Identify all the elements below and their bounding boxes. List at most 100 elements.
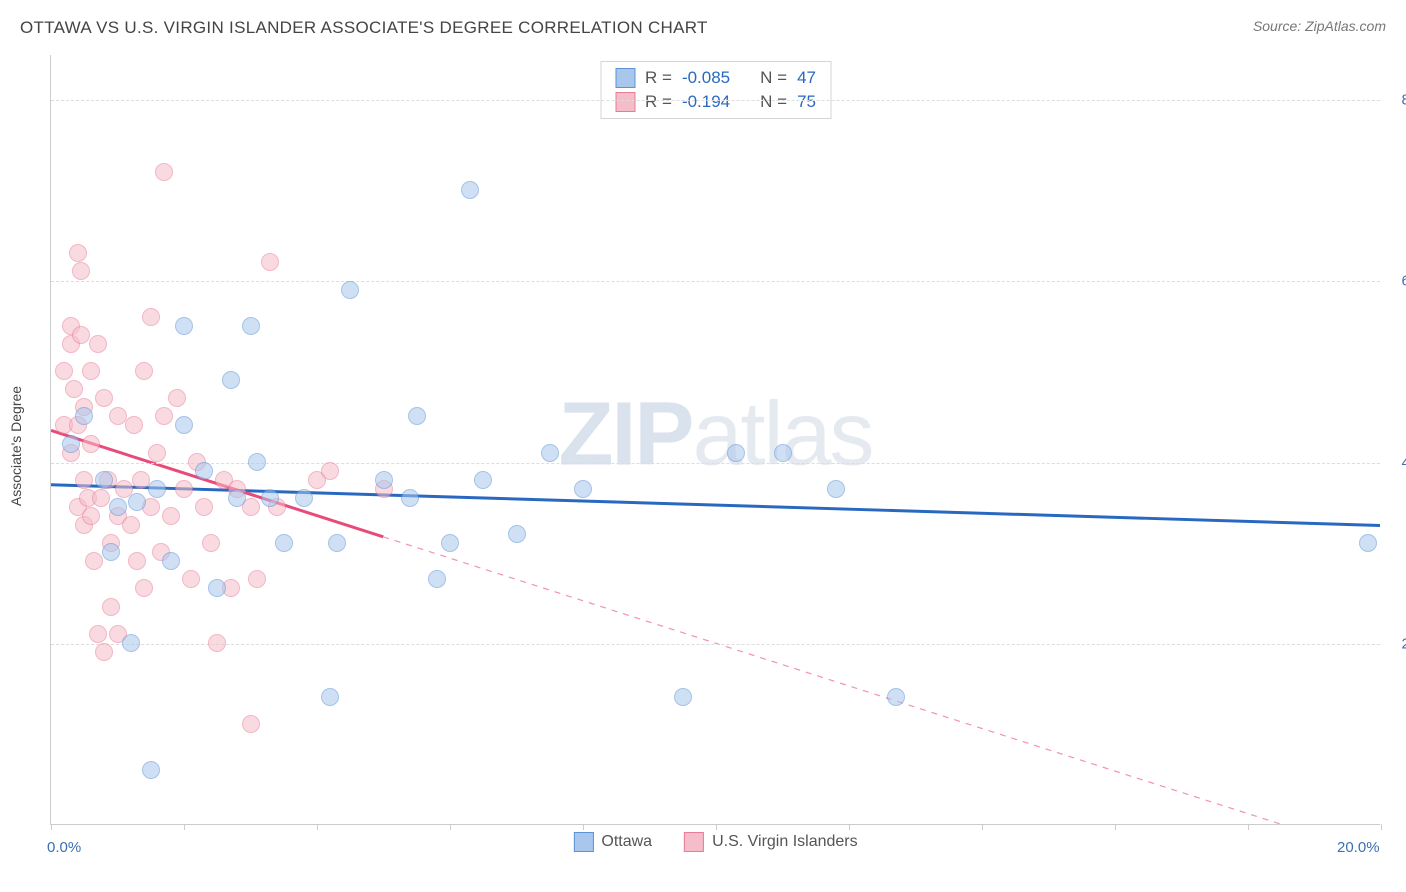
data-point <box>408 407 426 425</box>
data-point <box>222 371 240 389</box>
data-point <box>182 570 200 588</box>
data-point <box>135 579 153 597</box>
data-point <box>135 362 153 380</box>
legend-item: U.S. Virgin Islanders <box>684 832 858 852</box>
x-tick <box>51 824 52 830</box>
data-point <box>228 489 246 507</box>
r-value: -0.085 <box>682 68 730 88</box>
data-point <box>261 489 279 507</box>
data-point <box>109 498 127 516</box>
legend-item: Ottawa <box>573 832 652 852</box>
data-point <box>242 317 260 335</box>
data-point <box>132 471 150 489</box>
data-point <box>89 335 107 353</box>
data-point <box>95 389 113 407</box>
data-point <box>887 688 905 706</box>
data-point <box>208 579 226 597</box>
data-point <box>461 181 479 199</box>
data-point <box>574 480 592 498</box>
stats-row: R =-0.194N =75 <box>615 90 816 114</box>
data-point <box>261 253 279 271</box>
x-tick-label: 20.0% <box>1337 839 1380 856</box>
y-tick-label: 60.0% <box>1384 273 1406 290</box>
y-tick-label: 20.0% <box>1384 635 1406 652</box>
data-point <box>75 407 93 425</box>
legend-swatch <box>615 92 635 112</box>
legend-swatch <box>684 832 704 852</box>
series-legend: Ottawa U.S. Virgin Islanders <box>573 832 857 852</box>
data-point <box>92 489 110 507</box>
data-point <box>428 570 446 588</box>
y-tick-label: 40.0% <box>1384 454 1406 471</box>
data-point <box>162 507 180 525</box>
legend-label: U.S. Virgin Islanders <box>712 833 858 851</box>
data-point <box>148 480 166 498</box>
data-point <box>109 407 127 425</box>
data-point <box>142 761 160 779</box>
data-point <box>341 281 359 299</box>
data-point <box>1359 534 1377 552</box>
data-point <box>125 416 143 434</box>
grid-line <box>51 644 1380 645</box>
watermark: ZIPatlas <box>558 383 872 486</box>
legend-swatch <box>573 832 593 852</box>
data-point <box>128 552 146 570</box>
data-point <box>375 471 393 489</box>
legend-swatch <box>615 68 635 88</box>
data-point <box>202 534 220 552</box>
data-point <box>727 444 745 462</box>
x-tick <box>317 824 318 830</box>
data-point <box>148 444 166 462</box>
n-label: N = <box>760 68 787 88</box>
data-point <box>55 362 73 380</box>
x-tick <box>982 824 983 830</box>
data-point <box>72 326 90 344</box>
x-tick <box>1115 824 1116 830</box>
source-attribution: Source: ZipAtlas.com <box>1253 18 1386 34</box>
data-point <box>328 534 346 552</box>
data-point <box>441 534 459 552</box>
data-point <box>248 453 266 471</box>
data-point <box>195 462 213 480</box>
data-point <box>155 163 173 181</box>
r-label: R = <box>645 68 672 88</box>
x-tick <box>716 824 717 830</box>
data-point <box>774 444 792 462</box>
y-tick-label: 80.0% <box>1384 92 1406 109</box>
grid-line <box>51 281 1380 282</box>
data-point <box>674 688 692 706</box>
x-tick <box>1381 824 1382 830</box>
data-point <box>89 625 107 643</box>
scatter-plot-area: ZIPatlas R =-0.085N =47R =-0.194N =75 Ot… <box>50 55 1380 825</box>
data-point <box>155 407 173 425</box>
y-axis-label: Associate's Degree <box>8 386 24 506</box>
data-point <box>175 480 193 498</box>
chart-title: OTTAWA VS U.S. VIRGIN ISLANDER ASSOCIATE… <box>20 18 708 38</box>
data-point <box>69 244 87 262</box>
data-point <box>321 462 339 480</box>
data-point <box>195 498 213 516</box>
trend-lines <box>51 55 1380 824</box>
data-point <box>162 552 180 570</box>
data-point <box>128 493 146 511</box>
n-value: 75 <box>797 92 816 112</box>
n-value: 47 <box>797 68 816 88</box>
stats-row: R = -0.085 N = 47 <box>615 66 816 90</box>
data-point <box>122 516 140 534</box>
legend-label: Ottawa <box>601 833 652 851</box>
n-label: N = <box>760 92 787 112</box>
x-tick <box>1248 824 1249 830</box>
data-point <box>168 389 186 407</box>
data-point <box>85 552 103 570</box>
data-point <box>541 444 559 462</box>
data-point <box>95 471 113 489</box>
data-point <box>75 471 93 489</box>
correlation-stats-box: R =-0.085N =47R =-0.194N =75 <box>600 61 831 119</box>
data-point <box>95 643 113 661</box>
data-point <box>142 308 160 326</box>
data-point <box>401 489 419 507</box>
data-point <box>275 534 293 552</box>
data-point <box>72 262 90 280</box>
data-point <box>82 435 100 453</box>
data-point <box>102 598 120 616</box>
